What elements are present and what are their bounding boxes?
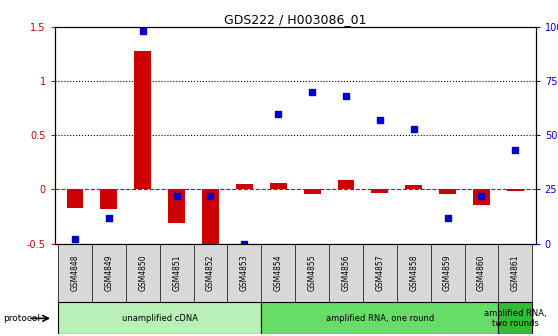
Text: GSM4856: GSM4856 (341, 255, 350, 291)
Bar (66, 190, 84, 208)
Bar (160, 244, 194, 302)
Text: GSM4857: GSM4857 (376, 255, 384, 291)
Bar (397, 244, 431, 302)
Point (240, 241, 249, 246)
FancyBboxPatch shape (58, 302, 261, 334)
Bar (194, 244, 228, 302)
Bar (228, 244, 261, 302)
Point (172, 193, 181, 199)
Bar (473, 190, 490, 205)
Bar (270, 183, 287, 190)
Bar (329, 244, 363, 302)
Bar (261, 244, 295, 302)
Point (307, 89, 316, 95)
Bar (134, 51, 151, 190)
Text: GSM4861: GSM4861 (511, 255, 520, 291)
Bar (498, 244, 532, 302)
Bar (168, 190, 185, 223)
Point (206, 193, 215, 199)
Bar (405, 185, 422, 190)
Text: GSM4854: GSM4854 (274, 255, 283, 291)
Text: amplified RNA, one round: amplified RNA, one round (326, 314, 434, 323)
Text: amplified RNA,
two rounds: amplified RNA, two rounds (484, 309, 547, 328)
Text: GSM4859: GSM4859 (443, 255, 452, 291)
Point (376, 117, 384, 123)
Point (443, 215, 452, 220)
Text: GSM4860: GSM4860 (477, 255, 486, 291)
Bar (304, 190, 321, 194)
Text: GSM4848: GSM4848 (70, 255, 79, 291)
Point (341, 93, 350, 99)
Bar (236, 184, 253, 190)
Title: GDS222 / H003086_01: GDS222 / H003086_01 (224, 13, 367, 26)
Text: GSM4851: GSM4851 (172, 255, 181, 291)
Bar (338, 180, 354, 190)
Point (409, 126, 418, 131)
Bar (202, 190, 219, 246)
Point (104, 215, 113, 220)
Bar (372, 190, 388, 193)
Bar (465, 244, 498, 302)
Bar (507, 190, 524, 191)
Bar (295, 244, 329, 302)
Bar (126, 244, 160, 302)
Text: GSM4852: GSM4852 (206, 255, 215, 291)
Bar (58, 244, 92, 302)
Point (138, 29, 147, 34)
Text: GSM4858: GSM4858 (409, 255, 418, 291)
Bar (92, 244, 126, 302)
Point (70, 237, 79, 242)
FancyBboxPatch shape (498, 302, 532, 334)
Text: unamplified cDNA: unamplified cDNA (122, 314, 198, 323)
Point (274, 111, 283, 116)
Point (477, 193, 486, 199)
Text: GSM4850: GSM4850 (138, 255, 147, 291)
Bar (439, 190, 456, 194)
Bar (100, 190, 117, 209)
Text: protocol: protocol (3, 314, 40, 323)
Text: GSM4849: GSM4849 (104, 255, 113, 291)
Text: GSM4855: GSM4855 (307, 255, 316, 291)
Bar (431, 244, 465, 302)
Point (511, 148, 520, 153)
Bar (363, 244, 397, 302)
Text: GSM4853: GSM4853 (240, 255, 249, 291)
FancyBboxPatch shape (261, 302, 498, 334)
